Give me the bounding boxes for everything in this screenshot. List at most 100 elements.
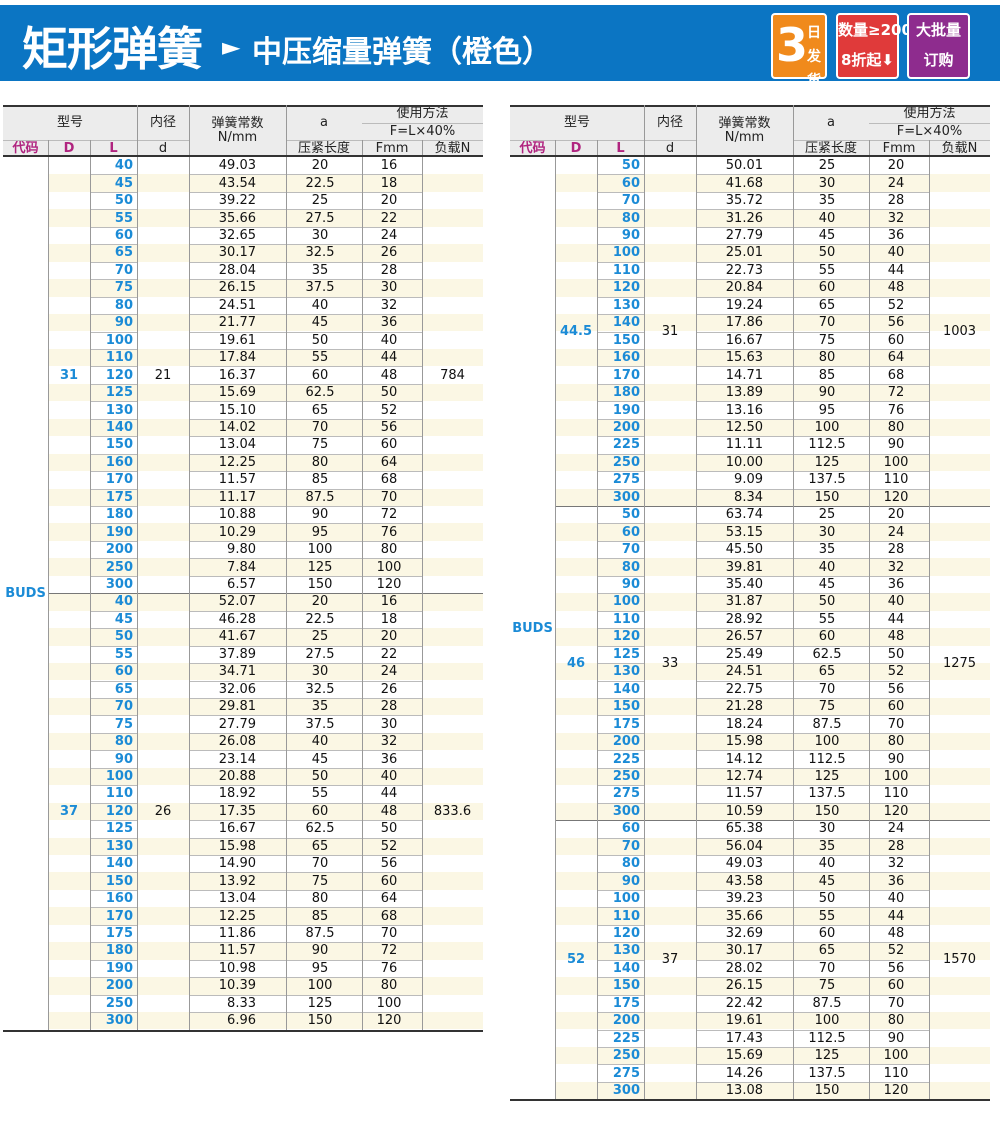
cell-a: 55 xyxy=(311,786,329,802)
row-stripe xyxy=(48,732,483,751)
divider xyxy=(597,209,644,211)
cell-fmm: 20 xyxy=(380,193,398,209)
cell-L: 50 xyxy=(621,507,640,523)
cell-L: 170 xyxy=(105,472,133,488)
cell-a: 62.5 xyxy=(812,646,842,662)
cell-L: 275 xyxy=(612,786,640,802)
cell-spring-constant: 13.16 xyxy=(725,402,763,418)
cell-L: 160 xyxy=(105,454,133,470)
cell-a: 80 xyxy=(311,454,329,470)
cell-L: 40 xyxy=(114,594,133,610)
cell-spring-constant: 24.51 xyxy=(725,664,763,680)
cell-a: 112.5 xyxy=(808,751,846,767)
row-stripe xyxy=(555,1012,990,1030)
divider xyxy=(189,680,422,682)
row-stripe xyxy=(48,872,483,890)
divider xyxy=(189,105,190,157)
cell-fmm: 120 xyxy=(376,577,402,593)
divider xyxy=(189,872,422,874)
cell-fmm: 120 xyxy=(883,803,909,819)
cell-spring-constant: 19.24 xyxy=(725,297,763,313)
divider xyxy=(90,610,137,612)
cell-fmm: 18 xyxy=(380,175,398,191)
cell-spring-constant: 10.98 xyxy=(218,960,256,976)
cell-L: 120 xyxy=(612,280,640,296)
cell-L: 250 xyxy=(105,995,133,1011)
badge-line2: 8折起⬇ xyxy=(840,51,894,69)
cell-fmm: 44 xyxy=(887,262,905,278)
divider xyxy=(696,1029,929,1031)
cell-fmm: 26 xyxy=(380,245,398,261)
divider xyxy=(597,348,644,350)
cell-spring-constant: 12.25 xyxy=(218,908,256,924)
divider xyxy=(696,1012,929,1014)
divider xyxy=(597,628,644,630)
cell-a: 60 xyxy=(311,367,329,383)
header-unit: N/mm xyxy=(724,130,765,145)
cell-a: 30 xyxy=(818,175,836,191)
cell-a: 85 xyxy=(818,367,836,383)
cell-spring-constant: 11.17 xyxy=(218,489,256,505)
cell-a: 150 xyxy=(814,1083,840,1099)
cell-fmm: 110 xyxy=(883,472,909,488)
divider xyxy=(90,942,137,944)
divider xyxy=(597,523,644,525)
divider xyxy=(597,558,644,560)
cell-fmm: 16 xyxy=(380,594,398,610)
cell-spring-constant: 19.61 xyxy=(218,332,256,348)
divider xyxy=(597,1012,644,1014)
cell-spring-constant: 12.50 xyxy=(725,419,763,435)
divider xyxy=(696,348,929,350)
cell-fmm: 110 xyxy=(883,1065,909,1081)
cell-fmm: 20 xyxy=(380,629,398,645)
divider xyxy=(597,750,644,752)
cell-a: 45 xyxy=(311,315,329,331)
divider xyxy=(3,140,189,141)
divider xyxy=(90,244,137,246)
divider xyxy=(189,575,422,577)
header-usage: 使用方法 xyxy=(362,105,483,123)
cell-a: 25 xyxy=(311,193,329,209)
divider xyxy=(696,907,929,909)
row-stripe xyxy=(555,523,990,541)
divider xyxy=(189,279,422,281)
cell-L: 140 xyxy=(612,960,640,976)
cell-spring-constant: 26.57 xyxy=(725,629,763,645)
cell-spring-constant: 13.89 xyxy=(725,385,763,401)
cell-L: 140 xyxy=(105,856,133,872)
cell-L: 45 xyxy=(114,611,133,627)
divider xyxy=(597,715,644,717)
divider xyxy=(644,105,645,157)
cell-fmm: 90 xyxy=(887,1030,905,1046)
divider xyxy=(555,157,556,1100)
cell-spring-constant: 39.22 xyxy=(218,193,256,209)
cell-fmm: 72 xyxy=(380,507,398,523)
divider xyxy=(90,889,137,891)
group-d-value: 21 xyxy=(154,367,172,383)
cell-spring-constant: 15.10 xyxy=(218,402,256,418)
divider xyxy=(597,575,644,577)
divider xyxy=(90,226,137,228)
cell-spring-constant: 7.84 xyxy=(227,559,256,575)
cell-L: 130 xyxy=(612,664,640,680)
cell-fmm: 70 xyxy=(887,716,905,732)
cell-L: 170 xyxy=(105,908,133,924)
divider xyxy=(597,383,644,385)
divider xyxy=(696,715,929,717)
cell-L: 80 xyxy=(621,210,640,226)
header-a: a xyxy=(793,105,869,140)
divider xyxy=(3,1029,483,1032)
cell-fmm: 52 xyxy=(380,402,398,418)
row-stripe xyxy=(48,837,483,855)
cell-a: 125 xyxy=(307,559,333,575)
divider xyxy=(696,977,929,979)
divider xyxy=(189,226,422,228)
cell-fmm: 28 xyxy=(887,193,905,209)
divider xyxy=(90,348,137,350)
cell-L: 75 xyxy=(114,280,133,296)
divider xyxy=(793,140,990,141)
divider xyxy=(189,331,422,333)
group-D-value: 37 xyxy=(59,803,79,819)
divider xyxy=(696,697,929,699)
divider xyxy=(597,924,644,926)
